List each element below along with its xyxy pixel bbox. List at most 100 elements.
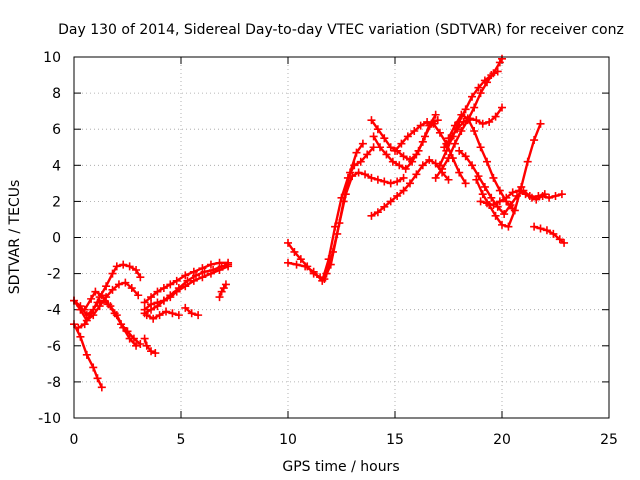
y-tick-label: 0 <box>52 231 61 247</box>
data-point <box>530 136 539 145</box>
data-point <box>97 291 106 300</box>
data-point <box>450 139 459 148</box>
y-tick-label: 2 <box>52 194 61 210</box>
data-point <box>472 116 481 125</box>
data-point <box>373 125 382 134</box>
data-point <box>416 121 425 130</box>
data-point <box>431 110 440 119</box>
data-point <box>181 282 190 291</box>
data-point <box>292 260 301 269</box>
data-point <box>194 311 203 320</box>
data-point <box>455 146 464 155</box>
data-point <box>493 202 502 211</box>
data-point <box>153 287 162 296</box>
data-point <box>435 161 444 170</box>
plot-frame <box>73 56 610 419</box>
data-point <box>555 235 564 244</box>
data-point <box>367 211 376 220</box>
y-tick-label: 10 <box>43 50 61 66</box>
data-point <box>534 191 543 200</box>
data-point <box>408 157 417 166</box>
data-point <box>172 276 181 285</box>
data-point <box>290 247 299 256</box>
data-point <box>215 293 224 302</box>
data-point <box>440 143 449 152</box>
data-point <box>335 219 344 228</box>
x-axis-label: GPS time / hours <box>282 459 399 475</box>
data-point <box>337 193 346 202</box>
data-point <box>206 269 215 278</box>
data-point <box>358 139 367 148</box>
data-point <box>461 179 470 188</box>
data-point <box>410 127 419 136</box>
data-point <box>560 238 569 247</box>
y-tick-label: -8 <box>47 375 61 391</box>
series-arc-4 <box>74 296 141 350</box>
data-point <box>483 157 492 166</box>
data-point <box>461 152 470 161</box>
series-arc-26 <box>476 186 549 210</box>
data-point <box>515 186 524 195</box>
data-point <box>523 157 532 166</box>
data-point <box>425 155 434 164</box>
data-point <box>110 309 119 318</box>
data-point <box>403 132 412 141</box>
series-arc-27 <box>530 222 569 247</box>
data-point <box>200 267 209 276</box>
series-line <box>443 106 504 149</box>
y-tick-label: 6 <box>52 122 61 138</box>
data-point <box>343 173 352 182</box>
x-tick-label: 20 <box>493 432 511 448</box>
data-point <box>198 273 207 282</box>
series-arc-16 <box>367 110 440 164</box>
data-point <box>87 294 96 303</box>
data-point <box>386 143 395 152</box>
data-point <box>187 309 196 318</box>
data-point <box>369 132 378 141</box>
data-point <box>433 116 442 125</box>
data-point <box>147 300 156 309</box>
data-point <box>183 276 192 285</box>
data-point <box>189 276 198 285</box>
data-point <box>376 143 385 152</box>
data-point <box>136 273 145 282</box>
data-point <box>140 298 149 307</box>
data-point <box>489 173 498 182</box>
y-tick-label: -4 <box>47 303 61 319</box>
x-tick-label: 15 <box>386 432 404 448</box>
data-point <box>450 121 459 130</box>
x-tick-label: 5 <box>177 432 186 448</box>
series-arc-25 <box>472 119 545 231</box>
data-point <box>476 143 485 152</box>
data-point <box>147 293 156 302</box>
data-point <box>399 186 408 195</box>
data-point <box>174 311 183 320</box>
y-tick-label: -6 <box>47 339 61 355</box>
data-point <box>373 208 382 217</box>
data-point <box>480 76 489 85</box>
data-point <box>206 260 215 269</box>
data-point <box>472 175 481 184</box>
series-line <box>393 120 467 185</box>
data-point <box>129 334 138 343</box>
series-arc-6 <box>140 334 160 358</box>
data-point <box>147 347 156 356</box>
series-line <box>438 70 499 167</box>
chart-title: Day 130 of 2014, Sidereal Day-to-day VTE… <box>58 22 624 38</box>
data-point <box>476 89 485 98</box>
data-point <box>380 202 389 211</box>
data-point <box>328 247 337 256</box>
data-point <box>155 311 164 320</box>
data-point <box>397 139 406 148</box>
data-point <box>322 269 331 278</box>
data-point <box>468 92 477 101</box>
data-point <box>545 193 554 202</box>
data-point <box>132 265 141 274</box>
data-point <box>318 276 327 285</box>
data-point <box>112 262 121 271</box>
data-point <box>386 197 395 206</box>
data-point <box>391 146 399 155</box>
series-arc-11 <box>181 303 203 320</box>
data-point <box>309 267 318 276</box>
data-point <box>431 173 440 182</box>
